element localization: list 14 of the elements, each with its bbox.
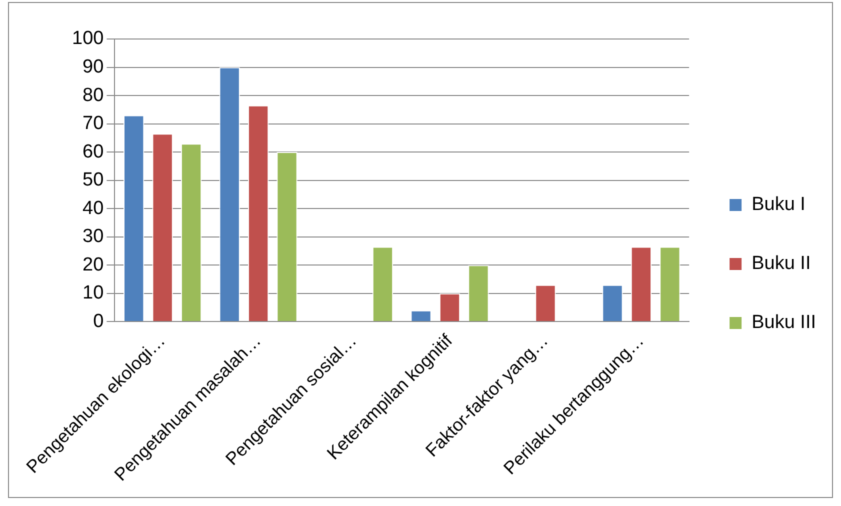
legend-label: Buku II — [752, 253, 811, 274]
y-tick-label: 0 — [93, 310, 104, 332]
legend-label: Buku I — [752, 194, 806, 216]
y-tick-label: 100 — [72, 28, 104, 50]
y-tick-label: 70 — [82, 113, 104, 134]
y-tick-label: 20 — [82, 254, 104, 276]
y-tick-label: 80 — [82, 84, 104, 106]
y-tick-label: 60 — [82, 141, 104, 162]
y-tick-label: 10 — [82, 282, 104, 304]
legend-label: Buku III — [752, 312, 816, 334]
y-tick-label: 40 — [82, 198, 104, 219]
y-tick-label: 50 — [82, 170, 104, 191]
y-tick-label: 30 — [82, 226, 104, 248]
y-tick-label: 90 — [82, 56, 104, 78]
